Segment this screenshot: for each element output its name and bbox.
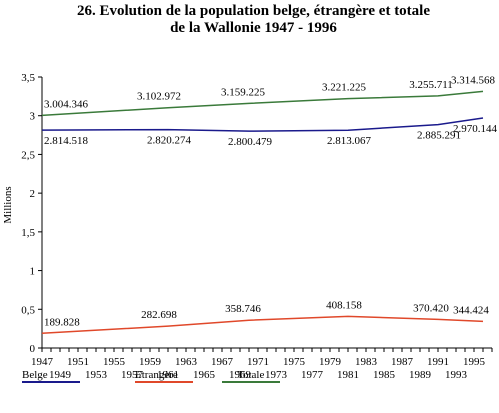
chart-title-line2: de la Wallonie 1947 - 1996 [170,20,337,36]
y-tick-label: 0 [30,343,36,355]
x-tick-label: 1967 [211,356,234,368]
data-label: 2.813.067 [327,135,372,147]
y-tick-label: 3,5 [21,72,35,84]
series-line-belge [41,117,484,132]
y-tick-label: 1 [30,266,36,278]
data-label: 3.255.711 [409,79,453,91]
x-tick-label: 1975 [283,356,306,368]
x-tick-label: 1987 [391,356,414,368]
y-tick-label: 3 [30,111,36,123]
x-tick-label: 1963 [175,356,198,368]
x-tick-label: 1965 [193,369,216,381]
x-tick-label: 1973 [265,369,288,381]
series-line-etrangre [41,315,484,335]
series-line-totale [41,90,484,117]
x-tick-label: 1955 [103,356,126,368]
data-label: 2.800.479 [228,136,273,148]
data-label: 408.158 [326,299,362,311]
x-tick-label: 1995 [463,356,486,368]
x-tick-label: 1957 [121,369,144,381]
x-tick-label: 1985 [373,369,396,381]
data-label: 2.820.274 [147,135,192,147]
x-tick-label: 1949 [49,369,72,381]
data-label: 2.814.518 [44,135,89,147]
x-axis-ticks: 1947 1951 1955 1959 1963 1967 1971 1975 1979 1983… [31,348,493,381]
x-tick-label: 1951 [67,356,89,368]
data-label: 3.314.568 [451,74,496,86]
chart-title-line1: 26. Evolution de la population belge, ét… [76,3,431,19]
legend-swatch-belge [22,381,80,383]
x-tick-label: 1961 [157,369,179,381]
x-tick-label: 1969 [229,369,252,381]
x-tick-label: 1993 [445,369,468,381]
data-label: 370.420 [413,302,449,314]
y-tick-label: 1,5 [21,227,35,239]
x-tick-label: 1991 [427,356,449,368]
data-label: 3.221.225 [322,82,367,94]
series-lines [41,90,484,335]
data-label: 3.159.225 [221,86,266,98]
x-tick-label: 1947 [31,356,54,368]
data-label: 2.885.291 [417,130,461,142]
x-tick-label: 1981 [337,369,359,381]
data-labels: 2.814.518 2.820.274 2.800.479 2.813.067 2.88… [44,74,498,328]
x-tick-label: 1989 [409,369,432,381]
x-tick-label: 1977 [301,369,324,381]
y-tick-label: 0,5 [21,304,35,316]
data-label: 3.102.972 [137,91,181,103]
x-tick-label: 1959 [139,356,162,368]
data-label: 344.424 [453,304,489,316]
data-label: 3.004.346 [44,98,89,110]
x-tick-label: 1953 [85,369,108,381]
legend-label-belge: Belge [22,369,48,381]
data-label: 2.970.144 [453,123,498,135]
x-tick-label: 1983 [355,356,378,368]
x-tick-label: 1971 [247,356,269,368]
data-label: 189.828 [44,316,80,328]
legend-label-totale: Totale [237,369,265,381]
data-label: 282.698 [141,309,177,321]
legend-swatch-etrangere [135,381,193,383]
y-axis-label: Millions [2,186,14,223]
x-tick-label: 1979 [319,356,342,368]
y-tick-label: 2,5 [21,149,35,161]
data-label: 358.746 [225,303,261,315]
y-tick-label: 2 [30,188,36,200]
y-axis-ticks: 0 0,5 1 1,5 2 2,5 3 3,5 [21,72,42,355]
legend-label-etrangere: Etrangère [135,369,178,381]
legend-swatch-totale [222,381,280,383]
